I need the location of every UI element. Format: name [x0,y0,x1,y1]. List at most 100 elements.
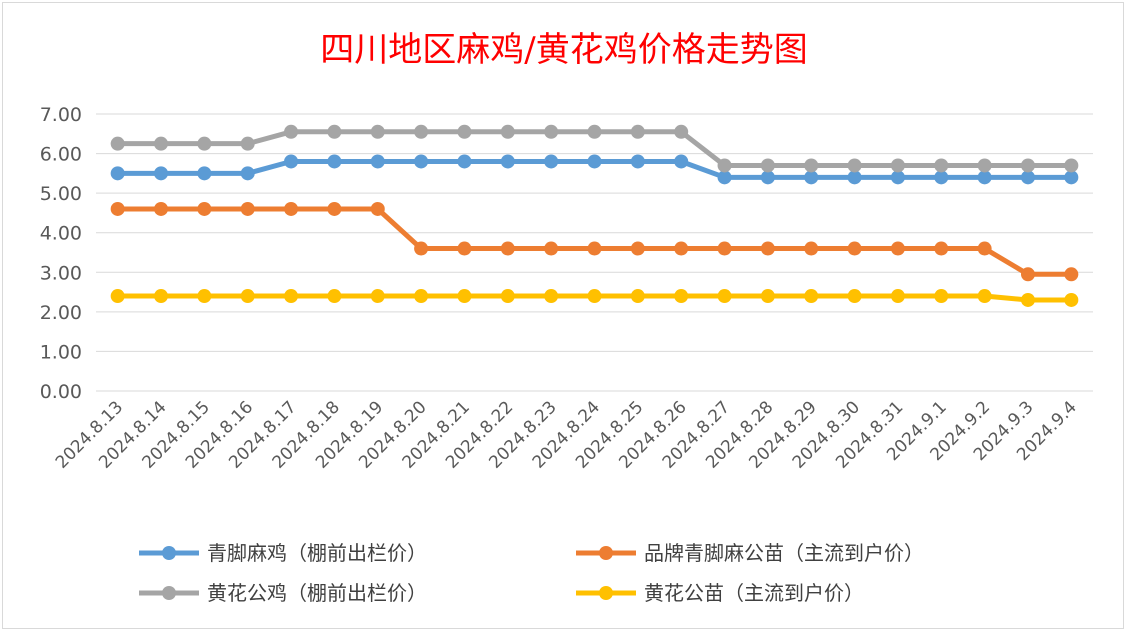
data-point [717,241,732,256]
data-point [1064,267,1079,282]
data-point [804,158,819,173]
legend-swatch-marker [162,546,176,560]
data-point [630,241,645,256]
data-point [587,154,602,169]
data-point [154,201,169,216]
data-point [197,166,212,181]
data-point [934,289,949,304]
data-point [630,154,645,169]
data-point [544,289,559,304]
data-point [327,289,342,304]
data-point [544,241,559,256]
chart-title: 四川地区麻鸡/黄花鸡价格走势图 [320,30,807,70]
legend-item: 黄花公鸡（棚前出栏价） [139,581,427,605]
data-point [544,154,559,169]
legend-item: 黄花公苗（主流到户价） [576,581,864,605]
data-point [457,289,472,304]
data-point [630,124,645,139]
data-point [457,241,472,256]
legend-swatch-marker [599,586,613,600]
data-point [370,124,385,139]
data-point [544,124,559,139]
legend-swatch-marker [599,546,613,560]
data-point [1020,267,1035,282]
data-point [847,289,862,304]
legend-item: 青脚麻鸡（棚前出栏价） [139,541,427,565]
data-point [717,170,732,185]
data-point [457,124,472,139]
data-point [804,241,819,256]
data-point [804,170,819,185]
data-point [457,154,472,169]
data-point [934,170,949,185]
data-point [154,166,169,181]
data-point [804,289,819,304]
data-point [500,154,515,169]
data-point [284,289,299,304]
data-point [110,136,125,151]
series-group [110,124,1079,307]
data-point [847,241,862,256]
y-tick-label: 0.00 [40,381,82,403]
data-point [890,241,905,256]
data-point [197,201,212,216]
data-point [717,158,732,173]
data-point [197,289,212,304]
series-0 [110,154,1079,185]
data-point [1020,170,1035,185]
data-point [1020,158,1035,173]
data-point [760,241,775,256]
legend: 青脚麻鸡（棚前出栏价） 品牌青脚麻公苗（主流到户价） 黄花公鸡（棚前出栏价） 黄花公苗… [139,541,924,605]
data-point [110,166,125,181]
data-point [890,158,905,173]
legend-label: 品牌青脚麻公苗（主流到户价） [644,541,924,565]
data-point [240,289,255,304]
data-point [370,154,385,169]
y-tick-label: 5.00 [40,183,82,205]
data-point [717,289,732,304]
data-point [370,289,385,304]
x-axis-ticks: 2024.8.132024.8.142024.8.152024.8.162024… [52,397,1081,472]
data-point [284,201,299,216]
legend-label: 青脚麻鸡（棚前出栏价） [207,541,427,565]
data-point [890,289,905,304]
data-point [500,241,515,256]
data-point [284,154,299,169]
data-point [674,154,689,169]
y-tick-label: 6.00 [40,144,82,166]
series-2 [110,124,1079,173]
y-axis-ticks: 0.00 1.00 2.00 3.00 4.00 5.00 6.00 7.00 [40,104,82,403]
data-point [587,124,602,139]
data-point [154,136,169,151]
data-point [587,289,602,304]
legend-item: 品牌青脚麻公苗（主流到户价） [576,541,924,565]
data-point [414,241,429,256]
data-point [674,289,689,304]
y-tick-label: 2.00 [40,302,82,324]
data-point [414,289,429,304]
data-point [674,124,689,139]
y-tick-label: 4.00 [40,223,82,245]
data-point [327,154,342,169]
data-point [1064,292,1079,307]
data-point [327,124,342,139]
legend-swatch-marker [162,586,176,600]
y-tick-label: 1.00 [40,341,82,363]
data-point [630,289,645,304]
data-point [500,124,515,139]
data-point [370,201,385,216]
series-3 [110,289,1079,307]
data-point [934,241,949,256]
data-point [847,170,862,185]
data-point [977,170,992,185]
legend-label: 黄花公鸡（棚前出栏价） [207,581,427,605]
data-point [847,158,862,173]
data-point [414,124,429,139]
data-point [977,289,992,304]
data-point [674,241,689,256]
data-point [977,158,992,173]
data-point [1064,170,1079,185]
data-point [760,170,775,185]
data-point [587,241,602,256]
